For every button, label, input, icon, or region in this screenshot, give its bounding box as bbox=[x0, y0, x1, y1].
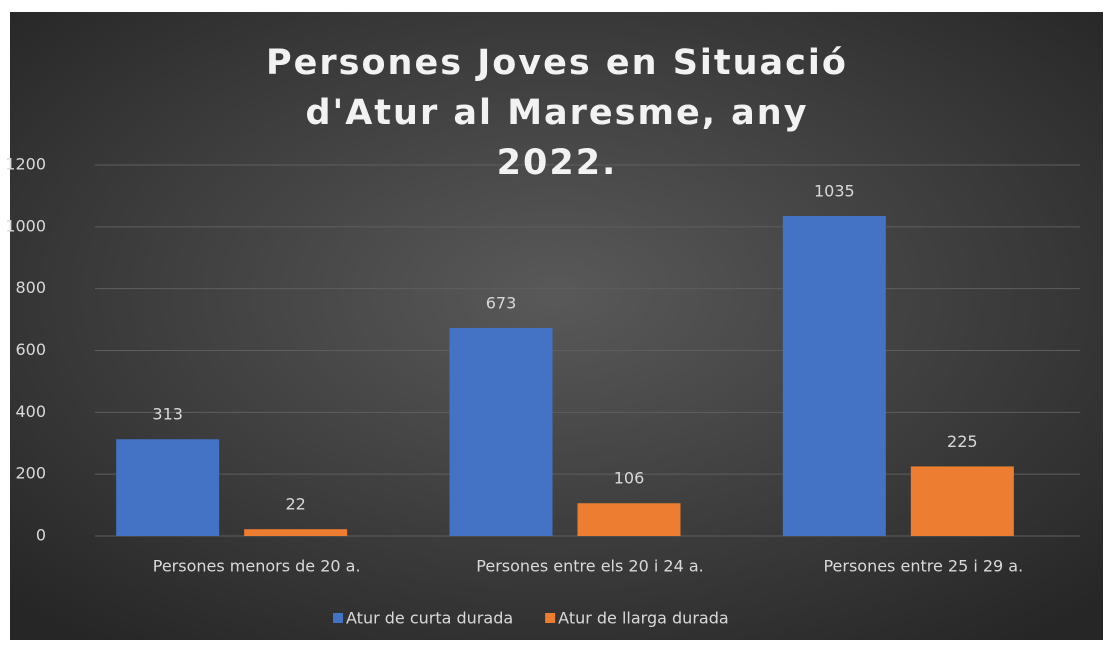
y-tick-label: 0 bbox=[36, 526, 46, 545]
y-tick-label: 200 bbox=[15, 464, 46, 483]
x-tick-label: Persones menors de 20 a. bbox=[153, 557, 361, 576]
bar bbox=[577, 503, 681, 536]
legend-swatch bbox=[545, 613, 556, 623]
legend-label: Atur de llarga durada bbox=[558, 609, 729, 628]
legend-swatch bbox=[333, 613, 343, 623]
bar bbox=[449, 327, 553, 536]
x-tick-label: Persones entre els 20 i 24 a. bbox=[476, 557, 703, 576]
data-label: 225 bbox=[947, 432, 978, 451]
y-tick-label: 1000 bbox=[5, 216, 46, 235]
y-tick-label: 1200 bbox=[5, 155, 46, 174]
data-label: 106 bbox=[614, 469, 645, 488]
chart-title: Persones Joves en Situació d'Atur al Mar… bbox=[266, 43, 848, 183]
y-tick-label: 400 bbox=[15, 402, 46, 421]
bar bbox=[910, 466, 1014, 536]
y-tick-label: 600 bbox=[15, 340, 46, 359]
bar bbox=[782, 216, 886, 536]
legend-label: Atur de curta durada bbox=[346, 609, 513, 628]
data-label: 313 bbox=[152, 405, 183, 424]
data-label: 1035 bbox=[814, 182, 855, 201]
data-label: 22 bbox=[285, 495, 305, 514]
x-tick-label: Persones entre 25 i 29 a. bbox=[823, 557, 1023, 576]
data-label: 673 bbox=[486, 293, 517, 312]
bar bbox=[244, 529, 348, 536]
bar bbox=[116, 439, 220, 536]
y-tick-label: 800 bbox=[15, 278, 46, 297]
